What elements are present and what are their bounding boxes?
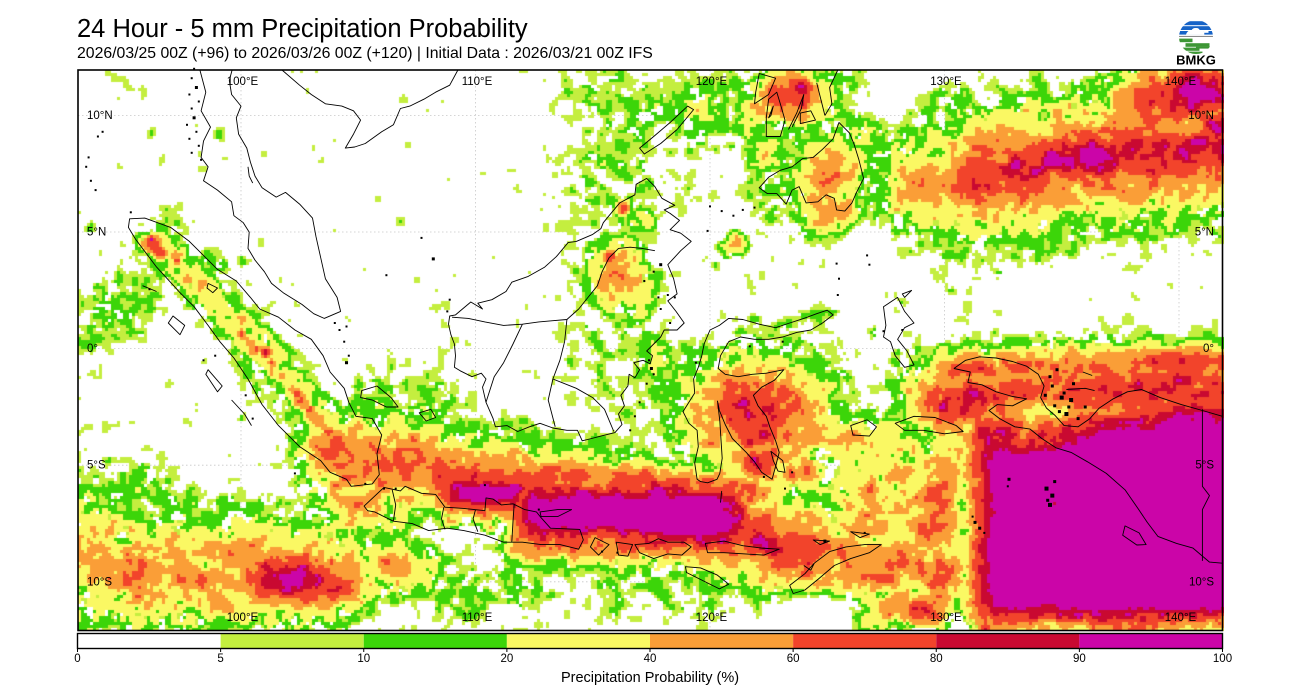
svg-text:BMKG: BMKG: [1176, 53, 1216, 68]
svg-text:5: 5: [217, 653, 223, 665]
svg-text:Precipitation Probability (%): Precipitation Probability (%): [561, 670, 739, 686]
svg-text:100: 100: [1213, 653, 1232, 665]
svg-text:110°E: 110°E: [462, 612, 493, 624]
svg-text:130°E: 130°E: [930, 76, 962, 88]
svg-text:10°S: 10°S: [87, 576, 112, 588]
svg-text:90: 90: [1073, 653, 1086, 665]
svg-text:110°E: 110°E: [462, 76, 493, 88]
svg-text:5°S: 5°S: [87, 460, 106, 472]
svg-text:80: 80: [930, 653, 943, 665]
svg-text:130°E: 130°E: [930, 612, 962, 624]
svg-text:0: 0: [74, 653, 80, 665]
svg-text:10°N: 10°N: [1188, 110, 1214, 122]
svg-text:20: 20: [500, 653, 513, 665]
svg-text:10°N: 10°N: [87, 110, 113, 122]
svg-text:100°E: 100°E: [227, 76, 259, 88]
svg-text:120°E: 120°E: [696, 76, 728, 88]
svg-text:5°S: 5°S: [1195, 460, 1214, 472]
svg-text:60: 60: [787, 653, 800, 665]
svg-text:100°E: 100°E: [227, 612, 259, 624]
svg-text:5°N: 5°N: [87, 227, 106, 239]
svg-text:40: 40: [644, 653, 657, 665]
svg-text:140°E: 140°E: [1165, 76, 1197, 88]
svg-text:140°E: 140°E: [1165, 612, 1197, 624]
svg-text:0°: 0°: [87, 343, 98, 355]
svg-text:10°S: 10°S: [1189, 576, 1214, 588]
svg-text:120°E: 120°E: [696, 612, 728, 624]
svg-text:5°N: 5°N: [1195, 227, 1214, 239]
svg-text:0°: 0°: [1203, 343, 1214, 355]
svg-text:10: 10: [357, 653, 370, 665]
